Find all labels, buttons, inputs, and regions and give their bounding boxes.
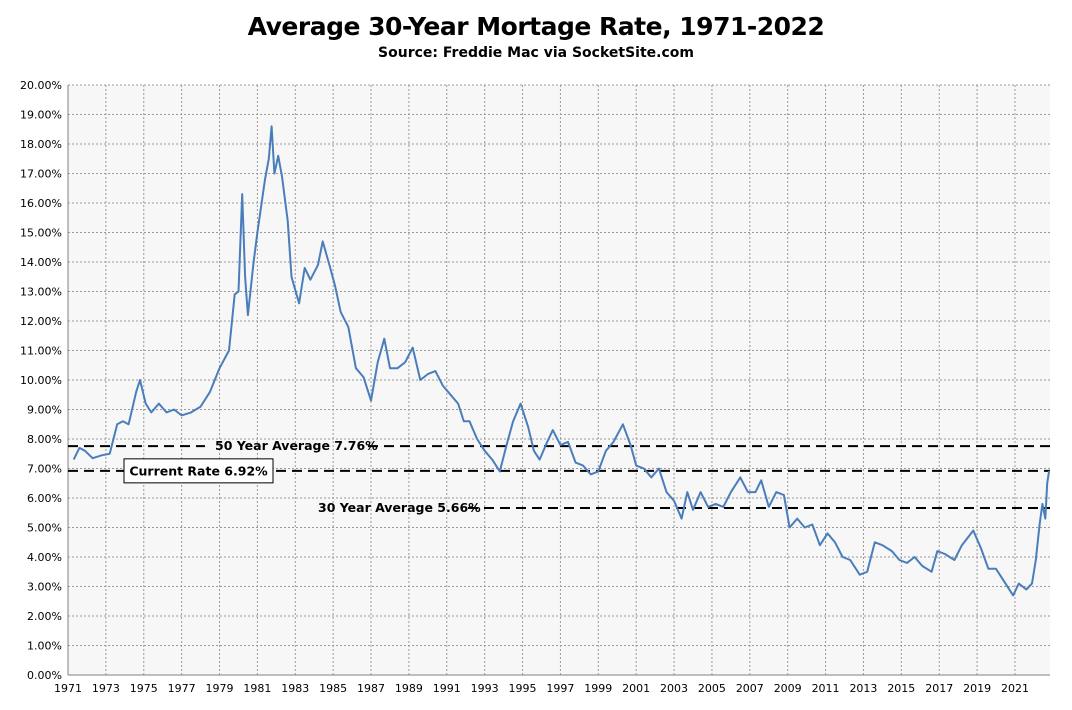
x-tick-label: 1997 <box>546 682 574 695</box>
x-tick-label: 1973 <box>92 682 120 695</box>
x-tick-label: 2019 <box>963 682 991 695</box>
x-tick-label: 1989 <box>395 682 423 695</box>
y-tick-label: 13.00% <box>20 286 62 299</box>
y-tick-label: 15.00% <box>20 227 62 240</box>
y-tick-label: 7.00% <box>27 463 62 476</box>
fifty-year-average-label: 50 Year Average 7.76% <box>215 438 378 453</box>
y-tick-label: 0.00% <box>27 669 62 682</box>
x-tick-label: 2017 <box>925 682 953 695</box>
y-tick-label: 5.00% <box>27 522 62 535</box>
chart-subtitle: Source: Freddie Mac via SocketSite.com <box>378 45 694 61</box>
y-tick-label: 1.00% <box>27 640 62 653</box>
x-tick-label: 1977 <box>168 682 196 695</box>
x-tick-label: 1999 <box>584 682 612 695</box>
y-tick-label: 4.00% <box>27 551 62 564</box>
y-tick-label: 20.00% <box>20 79 62 92</box>
x-tick-label: 2007 <box>736 682 764 695</box>
y-tick-label: 9.00% <box>27 404 62 417</box>
y-tick-label: 16.00% <box>20 197 62 210</box>
y-tick-label: 14.00% <box>20 256 62 269</box>
x-tick-label: 1979 <box>206 682 234 695</box>
x-tick-label: 2015 <box>887 682 915 695</box>
current-rate-label: Current Rate 6.92% <box>129 463 268 478</box>
y-tick-label: 10.00% <box>20 374 62 387</box>
x-tick-label: 1985 <box>319 682 347 695</box>
y-tick-label: 17.00% <box>20 168 62 181</box>
x-tick-label: 2011 <box>812 682 840 695</box>
x-tick-label: 1983 <box>281 682 309 695</box>
y-tick-label: 12.00% <box>20 315 62 328</box>
x-tick-label: 2005 <box>698 682 726 695</box>
y-tick-label: 6.00% <box>27 492 62 505</box>
x-tick-label: 2009 <box>774 682 802 695</box>
chart-title: Average 30-Year Mortage Rate, 1971-2022 <box>247 12 825 41</box>
y-tick-label: 18.00% <box>20 138 62 151</box>
y-tick-label: 3.00% <box>27 581 62 594</box>
x-tick-label: 1971 <box>54 682 82 695</box>
mortgage-rate-series-line <box>72 125 1051 597</box>
x-tick-label: 2013 <box>849 682 877 695</box>
x-tick-label: 1981 <box>243 682 271 695</box>
current-rate-box <box>123 458 274 484</box>
y-tick-label: 19.00% <box>20 109 62 122</box>
y-tick-label: 8.00% <box>27 433 62 446</box>
x-tick-label: 2021 <box>1001 682 1029 695</box>
x-tick-label: 2001 <box>622 682 650 695</box>
x-tick-label: 2003 <box>660 682 688 695</box>
thirty-year-average-label: 30 Year Average 5.66% <box>318 500 481 515</box>
x-tick-label: 1975 <box>130 682 158 695</box>
x-tick-label: 1991 <box>433 682 461 695</box>
x-tick-label: 1993 <box>471 682 499 695</box>
plot-area <box>68 85 1050 675</box>
x-tick-label: 1995 <box>509 682 537 695</box>
y-tick-label: 11.00% <box>20 345 62 358</box>
y-tick-label: 2.00% <box>27 610 62 623</box>
x-tick-label: 1987 <box>357 682 385 695</box>
